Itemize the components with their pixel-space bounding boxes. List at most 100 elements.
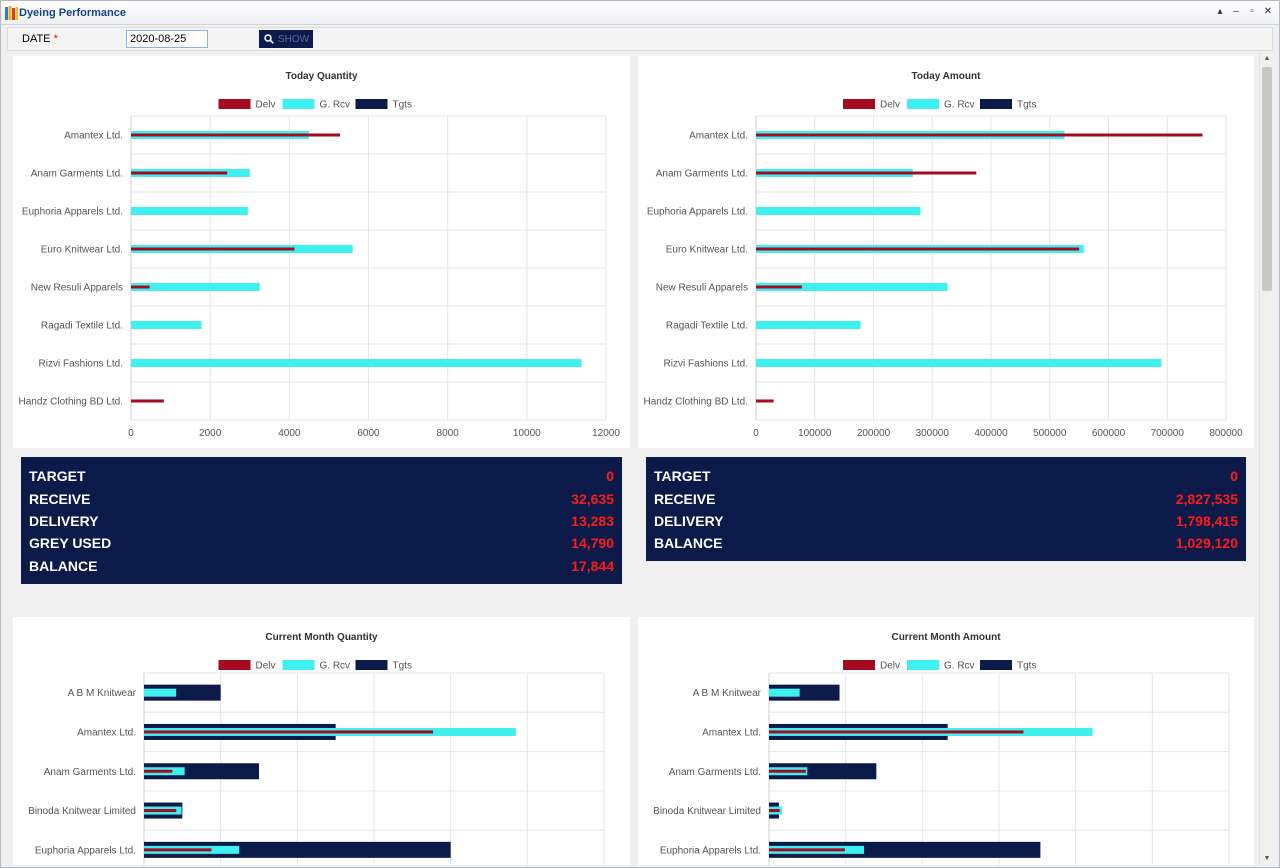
category-label: New Resuli Apparels	[31, 283, 123, 294]
legend-swatch-grcv	[282, 660, 315, 670]
bar-delv	[131, 133, 340, 137]
category-label: Euphoria Apparels Ltd.	[22, 207, 123, 218]
bar-delv	[131, 285, 150, 289]
chart-title: Current Month Amount	[891, 632, 1001, 643]
summary-row-delivery: DELIVERY 1,798,415	[654, 510, 1238, 532]
scrollbar-thumb[interactable]	[1262, 67, 1272, 291]
close-icon[interactable]: ✕	[1263, 6, 1273, 17]
category-label: Rizvi Fashions Ltd.	[39, 359, 123, 370]
category-label: Euphoria Apparels Ltd.	[35, 845, 136, 856]
category-label: Euro Knitwear Ltd.	[41, 245, 123, 256]
today-quantity-chart: Today Quantity Delv G. Rcv Tgts 0 2000 4000 600…	[18, 71, 620, 439]
bar-grcv	[756, 359, 1162, 367]
window-titlebar: Dyeing Performance ▴ ‒ ▫ ✕	[1, 1, 1279, 25]
today-amount-chart: Today Amount Delv G. Rcv Tgts 0 100000 200000 3…	[643, 71, 1243, 439]
vertical-scrollbar[interactable]: ▲ ▼	[1259, 53, 1273, 865]
summary-row-target: TARGET 0	[29, 465, 614, 487]
filter-toolbar: DATE * SHOW	[7, 27, 1273, 51]
x-tick-label: 400000	[974, 428, 1008, 439]
show-button[interactable]: SHOW	[259, 30, 313, 48]
summary-value: 2,827,535	[1175, 490, 1238, 507]
bar-grcv	[756, 207, 921, 215]
x-tick-label: 0	[753, 428, 759, 439]
bar-delv	[756, 285, 802, 289]
category-label: Amantex Ltd.	[689, 131, 748, 142]
category-label: A B M Knitwear	[68, 688, 137, 699]
summary-value: 1,798,415	[1175, 512, 1238, 529]
summary-label: BALANCE	[29, 557, 98, 574]
summary-row-target: TARGET 0	[654, 465, 1238, 487]
summary-label: RECEIVE	[654, 490, 716, 507]
collapse-icon[interactable]: ▴	[1217, 6, 1223, 17]
bar-delv	[756, 171, 977, 175]
date-label: DATE *	[22, 33, 58, 45]
bar-delv	[131, 171, 228, 175]
category-label: Amantex Ltd.	[77, 727, 136, 738]
current-month-quantity-chart: Current Month Quantity Delv G. Rcv Tgts A B …	[28, 632, 605, 865]
current-month-amount-panel: Current Month Amount Delv G. Rcv Tgts A B M …	[638, 617, 1254, 865]
maximize-icon[interactable]: ▫	[1250, 6, 1254, 17]
x-tick-label: 10000	[513, 428, 541, 439]
category-label: Amantex Ltd.	[702, 727, 761, 738]
minimize-icon[interactable]: ‒	[1233, 6, 1239, 17]
bar-delv	[756, 133, 1203, 137]
summary-label: TARGET	[29, 468, 86, 485]
legend-label: Tgts	[393, 100, 412, 111]
bar-delv	[769, 848, 845, 852]
category-label: Euro Knitwear Ltd.	[666, 245, 748, 256]
summary-label: GREY USED	[29, 535, 112, 552]
bar-delv	[769, 769, 806, 773]
category-label: Binoda Knitwear Limited	[28, 806, 136, 817]
summary-label: TARGET	[654, 468, 711, 485]
chart-title: Today Quantity	[285, 71, 357, 82]
show-button-label: SHOW	[278, 33, 310, 45]
category-label: Anam Garments Ltd.	[31, 169, 123, 180]
bar-delv	[769, 809, 780, 813]
today-amount-panel: Today Amount Delv G. Rcv Tgts 0 100000 200000 3…	[638, 56, 1254, 448]
x-tick-label: 4000	[278, 428, 301, 439]
category-label: A B M Knitwear	[693, 688, 762, 699]
bar-delv	[144, 769, 173, 773]
category-label: Amantex Ltd.	[64, 131, 123, 142]
bar-grcv	[131, 359, 582, 367]
summary-row-balance: BALANCE 1,029,120	[654, 532, 1238, 554]
bar-delv	[144, 848, 212, 852]
legend-label: Tgts	[1017, 661, 1036, 672]
chart-title: Current Month Quantity	[265, 632, 378, 643]
x-tick-label: 0	[128, 428, 134, 439]
legend-label: G. Rcv	[944, 100, 975, 111]
bar-grcv	[769, 688, 800, 697]
x-tick-label: 700000	[1151, 428, 1185, 439]
summary-label: BALANCE	[654, 535, 723, 552]
category-label: New Resuli Apparels	[656, 283, 748, 294]
summary-label: DELIVERY	[654, 512, 724, 529]
category-label: Anam Garments Ltd.	[656, 169, 748, 180]
scroll-down-icon[interactable]: ▼	[1263, 855, 1271, 862]
legend-swatch-tgts	[355, 99, 388, 109]
summary-value: 0	[1230, 468, 1238, 485]
current-month-amount-chart: Current Month Amount Delv G. Rcv Tgts A B M …	[653, 632, 1230, 865]
legend-label: Tgts	[1017, 100, 1036, 111]
summary-label: RECEIVE	[29, 490, 91, 507]
category-label: Handz Clothing BD Ltd.	[643, 397, 748, 408]
legend-swatch-grcv	[907, 660, 939, 670]
legend-swatch-grcv	[907, 99, 939, 109]
legend-swatch-delv	[843, 660, 875, 670]
scroll-up-icon[interactable]: ▲	[1263, 55, 1271, 62]
date-input[interactable]	[126, 30, 208, 48]
summary-value: 14,790	[571, 535, 614, 552]
x-tick-label: 100000	[798, 428, 832, 439]
dashboard-content: Today Quantity Delv G. Rcv Tgts 0 2000 4000 600…	[7, 53, 1258, 865]
x-tick-label: 8000	[437, 428, 460, 439]
summary-value: 32,635	[571, 490, 614, 507]
category-label: Anam Garments Ltd.	[669, 767, 761, 778]
bar-delv	[769, 730, 1024, 734]
x-tick-label: 300000	[916, 428, 950, 439]
legend-label: Tgts	[393, 661, 412, 672]
bar-delv	[144, 809, 177, 813]
summary-label: DELIVERY	[29, 512, 99, 529]
category-label: Euphoria Apparels Ltd.	[647, 207, 748, 218]
category-label: Ragadi Textile Ltd.	[41, 321, 123, 332]
category-label: Ragadi Textile Ltd.	[666, 321, 748, 332]
x-tick-label: 12000	[592, 428, 620, 439]
